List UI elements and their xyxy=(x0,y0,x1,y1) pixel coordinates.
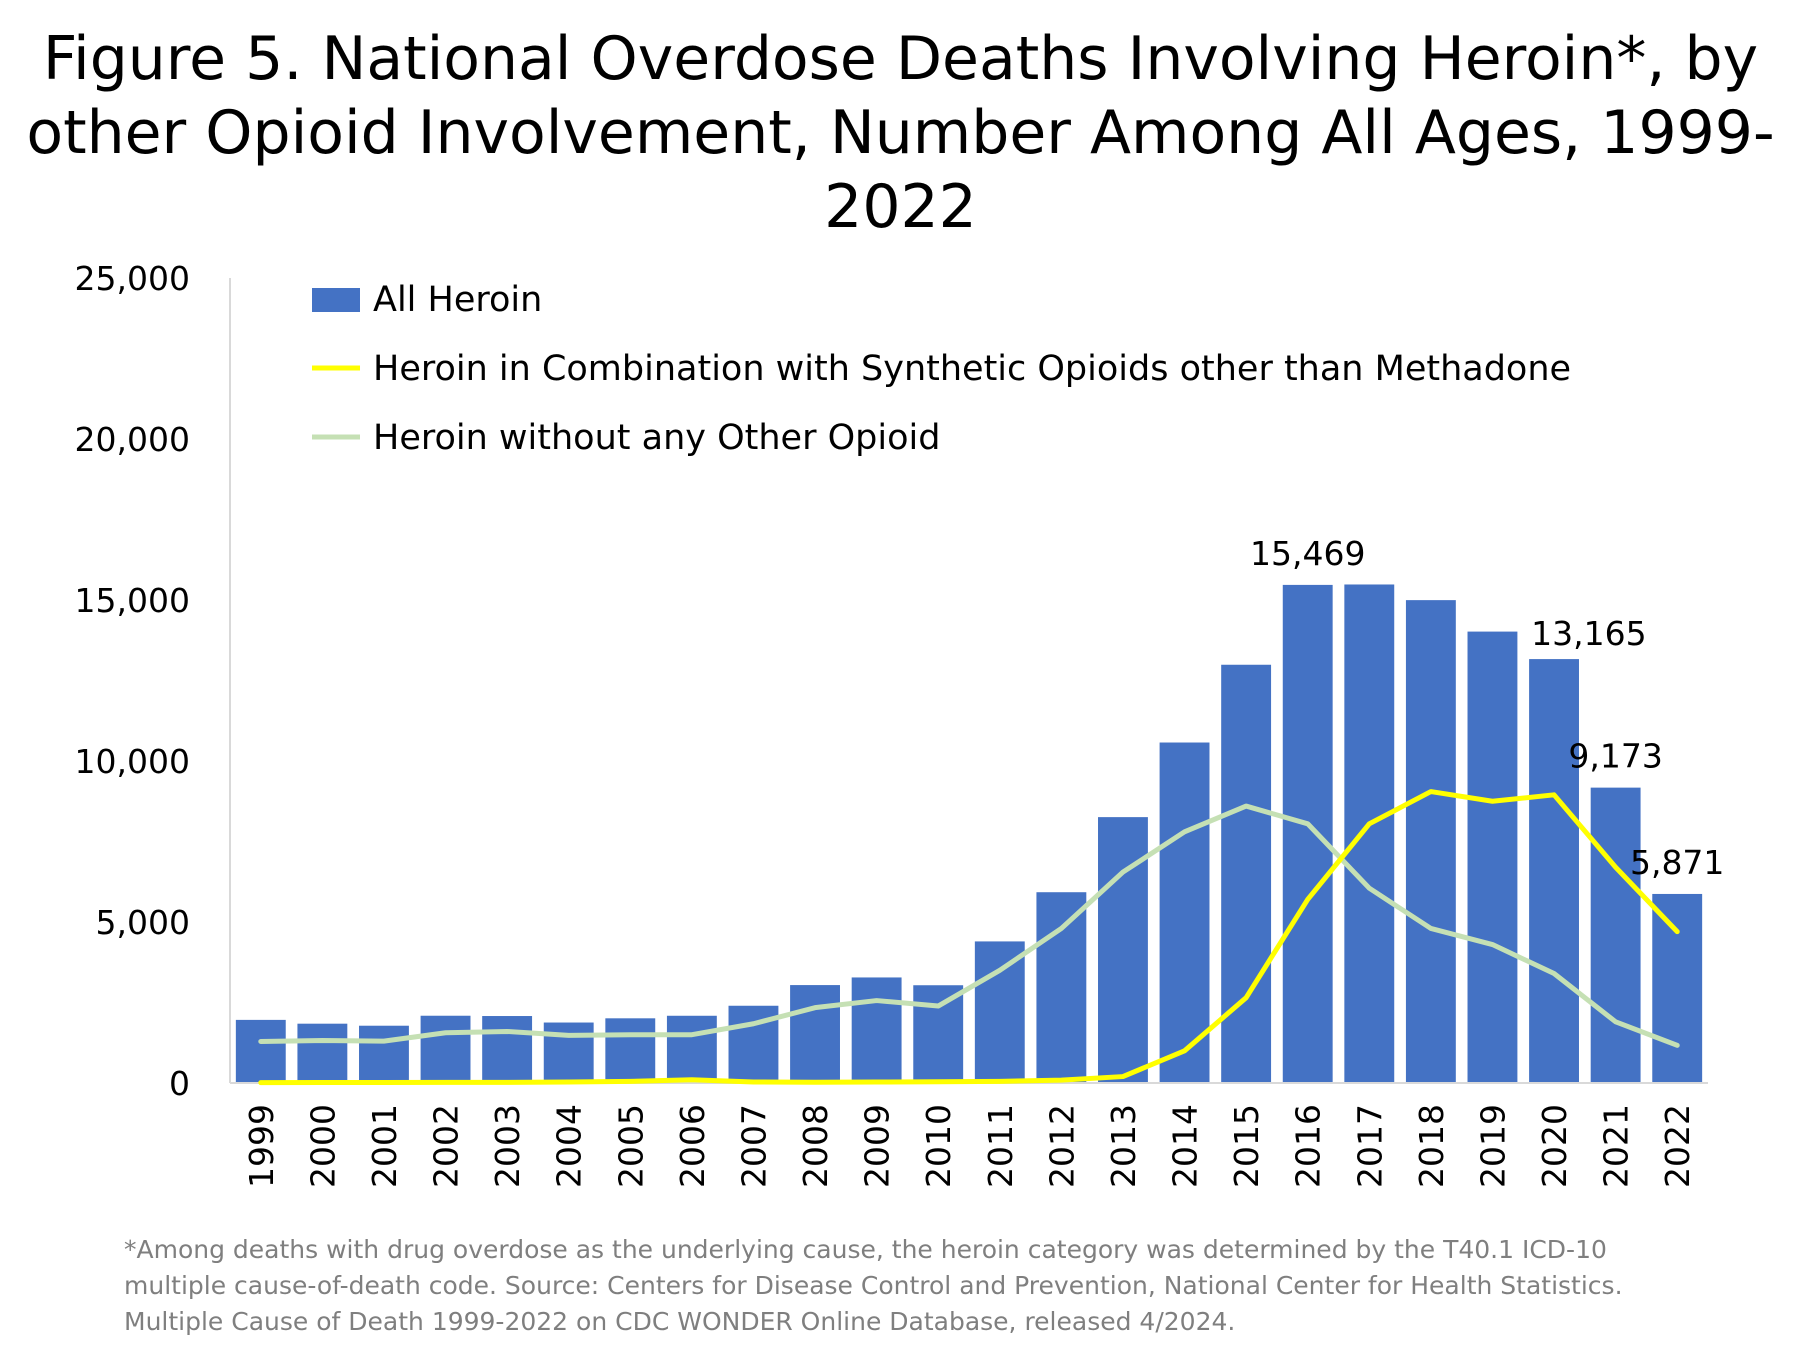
bar-2005 xyxy=(605,1018,656,1083)
x-tick-labels: 1999 2000 2001 2002 2003 2004 2005 2006 2007 2008… xyxy=(242,1104,1697,1188)
x-tick-label: 2012 xyxy=(1042,1104,1081,1188)
line-synthetic xyxy=(258,789,1680,1086)
bar-2006 xyxy=(666,1015,717,1083)
bar-2004 xyxy=(543,1022,594,1083)
bar-2020 xyxy=(1529,659,1579,1083)
data-label: 9,173 xyxy=(1568,737,1662,776)
bar-series-all-heroin xyxy=(235,584,1703,1083)
x-tick-label: 2021 xyxy=(1597,1104,1636,1188)
y-tick-label: 15,000 xyxy=(75,581,190,620)
bar-2009 xyxy=(851,977,902,1083)
line-heroin-only xyxy=(258,803,1680,1048)
bar-2001 xyxy=(359,1025,409,1083)
x-tick-label: 2009 xyxy=(858,1104,897,1188)
bar-2016 xyxy=(1282,584,1333,1083)
data-labels: 15,469 13,165 9,173 5,871 xyxy=(1250,534,1724,882)
legend: All Heroin Heroin in Combination with Sy… xyxy=(312,280,1571,458)
x-tick-label: 2018 xyxy=(1412,1104,1451,1188)
line-series xyxy=(258,789,1680,1086)
y-tick-label: 5,000 xyxy=(96,903,190,942)
bar-2011 xyxy=(974,941,1025,1083)
x-tick-label: 1999 xyxy=(242,1104,281,1188)
legend-label-all-heroin: All Heroin xyxy=(373,280,542,320)
y-tick-labels: 0 5,000 10,000 15,000 20,000 25,000 xyxy=(75,259,190,1103)
x-tick-label: 2014 xyxy=(1166,1104,1205,1188)
x-tick-label: 2010 xyxy=(919,1104,958,1188)
legend-label-synthetic: Heroin in Combination with Synthetic Opi… xyxy=(373,349,1571,389)
data-label: 15,469 xyxy=(1250,534,1365,573)
bar-2017 xyxy=(1344,584,1395,1083)
x-tick-label: 2002 xyxy=(427,1104,466,1188)
y-tick-label: 10,000 xyxy=(75,742,190,781)
bar-2002 xyxy=(420,1015,471,1083)
bar-2008 xyxy=(790,985,840,1083)
x-tick-label: 2005 xyxy=(611,1104,650,1188)
bar-2021 xyxy=(1590,787,1641,1083)
bar-2019 xyxy=(1467,631,1518,1083)
bar-1999 xyxy=(235,1019,286,1083)
x-tick-label: 2013 xyxy=(1104,1104,1143,1188)
x-tick-label: 2001 xyxy=(365,1104,404,1188)
data-label: 13,165 xyxy=(1531,614,1646,653)
x-tick-label: 2015 xyxy=(1227,1104,1266,1188)
x-tick-label: 2004 xyxy=(550,1104,589,1188)
footnote: *Among deaths with drug overdose as the … xyxy=(124,1235,1623,1336)
legend-swatch-all-heroin xyxy=(312,288,360,312)
x-tick-label: 2006 xyxy=(673,1104,712,1188)
bar-2010 xyxy=(913,985,964,1083)
data-label: 5,871 xyxy=(1630,843,1724,882)
bar-2015 xyxy=(1221,664,1272,1083)
x-tick-label: 2011 xyxy=(981,1104,1020,1188)
x-tick-label: 2020 xyxy=(1535,1104,1574,1188)
legend-label-heroin-only: Heroin without any Other Opioid xyxy=(373,418,940,458)
bar-2018 xyxy=(1405,600,1456,1083)
x-tick-label: 2000 xyxy=(303,1104,342,1188)
bar-2003 xyxy=(482,1016,533,1083)
bar-2014 xyxy=(1159,742,1210,1083)
y-tick-label: 0 xyxy=(169,1064,190,1103)
bar-2000 xyxy=(297,1023,348,1083)
bar-2013 xyxy=(1098,817,1148,1083)
bar-2022 xyxy=(1652,893,1703,1083)
x-tick-label: 2007 xyxy=(734,1104,773,1188)
x-tick-label: 2019 xyxy=(1473,1104,1512,1188)
x-tick-label: 2017 xyxy=(1350,1104,1389,1188)
x-tick-label: 2003 xyxy=(488,1104,527,1188)
bar-2012 xyxy=(1036,892,1087,1083)
x-tick-label: 2016 xyxy=(1289,1104,1328,1188)
chart-title: Figure 5. National Overdose Deaths Invol… xyxy=(26,24,1775,242)
x-tick-label: 2008 xyxy=(796,1104,835,1188)
y-tick-label: 20,000 xyxy=(75,420,190,459)
y-tick-label: 25,000 xyxy=(75,259,190,298)
x-tick-label: 2022 xyxy=(1658,1104,1697,1188)
